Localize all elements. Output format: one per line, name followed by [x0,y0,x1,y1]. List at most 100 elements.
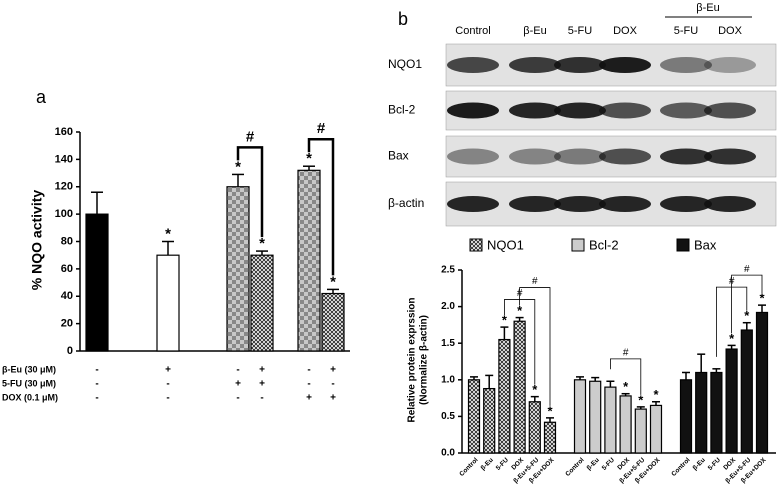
legend-label: NQO1 [487,237,524,252]
band [554,148,606,165]
panel-label: b [398,9,408,29]
bar [634,408,647,454]
lane-label: 5-FU [568,25,593,37]
band [660,102,712,119]
treatment-mark: - [166,379,169,390]
bracket [307,137,335,276]
bar [156,254,180,352]
lane-label: 5-FU [674,25,699,37]
significance-label: * [502,313,508,328]
bar [226,186,250,352]
bar [467,379,481,454]
treatment-mark: - [331,379,334,390]
bar [528,401,541,454]
treatment-mark: + [165,365,171,376]
lane-label: β-Eu [523,25,546,37]
x-tick-label: β-Eu [480,457,495,472]
significance-label: * [759,291,765,306]
band [509,148,561,165]
x-tick-label: β-Eu [586,457,601,472]
treatment-label: 5-FU (30 μM) [2,378,56,388]
row-label: β-actin [388,196,424,210]
legend-label: Bcl-2 [589,237,619,252]
y-axis-title: % NQO activity [29,190,45,291]
bar [543,421,557,454]
band [509,102,561,119]
significance-label: * [638,392,644,407]
band [447,57,499,73]
treatment-mark: + [259,379,265,390]
bracket-label: # [744,264,750,275]
treatment-mark: - [307,365,310,376]
legend-swatch [469,238,483,252]
bar [321,292,345,352]
x-tick-label: β-Eu [692,457,707,472]
bar [573,379,587,454]
y-tick-label: 2.0 [441,301,455,312]
bar [85,213,109,352]
y-axis-title: (Normalize β-actin) [419,315,430,405]
bracket [519,287,551,406]
bracket [236,146,264,238]
band [704,102,756,119]
y-tick-label: 1.0 [441,374,455,385]
bar [604,386,617,454]
legend-swatch [571,238,585,252]
bar [297,169,321,352]
x-tick-label: 5-FU [707,456,722,471]
bracket-label: # [246,128,255,145]
treatment-mark: + [235,379,241,390]
band [599,57,651,73]
bracket-label: # [317,120,326,137]
band [704,148,756,165]
bar [513,320,526,454]
y-tick-label: 140 [55,153,73,165]
treatment-mark: + [330,393,336,404]
treatment-mark: - [166,393,169,404]
band [447,196,499,212]
y-tick-label: 0 [67,345,73,357]
bar [695,371,708,454]
bracket [731,274,763,334]
band [599,196,651,212]
treatment-mark: - [236,365,239,376]
significance-label: * [330,273,336,290]
bar [725,348,738,454]
bracket [610,358,642,395]
y-tick-label: 60 [61,263,73,275]
x-tick-label: Control [458,457,479,478]
treatment-mark: - [95,379,98,390]
treatment-label: β-Eu (30 μM) [2,364,56,374]
band [599,102,651,119]
row-label: Bax [388,149,409,163]
y-tick-label: 20 [61,318,73,330]
bar [483,387,496,454]
significance-label: * [259,235,265,252]
lane-label: DOX [718,25,743,37]
legend-swatch [676,238,690,252]
significance-label: * [729,331,735,346]
y-axis-title: Relative protein exprssion [407,297,418,422]
treatment-mark: - [260,393,263,404]
bar [589,380,602,454]
legend-label: Bax [694,237,717,252]
significance-label: * [653,387,659,402]
band [660,148,712,165]
significance-label: * [547,403,553,418]
panel-label: a [36,87,47,107]
y-tick-label: 0.0 [441,448,455,459]
bar [755,311,769,454]
x-tick-label: Control [564,457,585,478]
western-blot: b Control β-Eu 5-FU DOX 5-FU DOX β-Eu NQO1 Bcl-2 B… [388,2,777,227]
band [599,148,651,165]
band [704,196,756,212]
x-tick-label: 5-FU [495,456,510,471]
bar [619,395,632,454]
band [660,57,712,73]
treatment-mark: - [95,393,98,404]
y-tick-label: 40 [61,290,73,302]
significance-label: * [517,303,523,318]
bar [710,371,723,454]
significance-label: * [235,158,241,175]
